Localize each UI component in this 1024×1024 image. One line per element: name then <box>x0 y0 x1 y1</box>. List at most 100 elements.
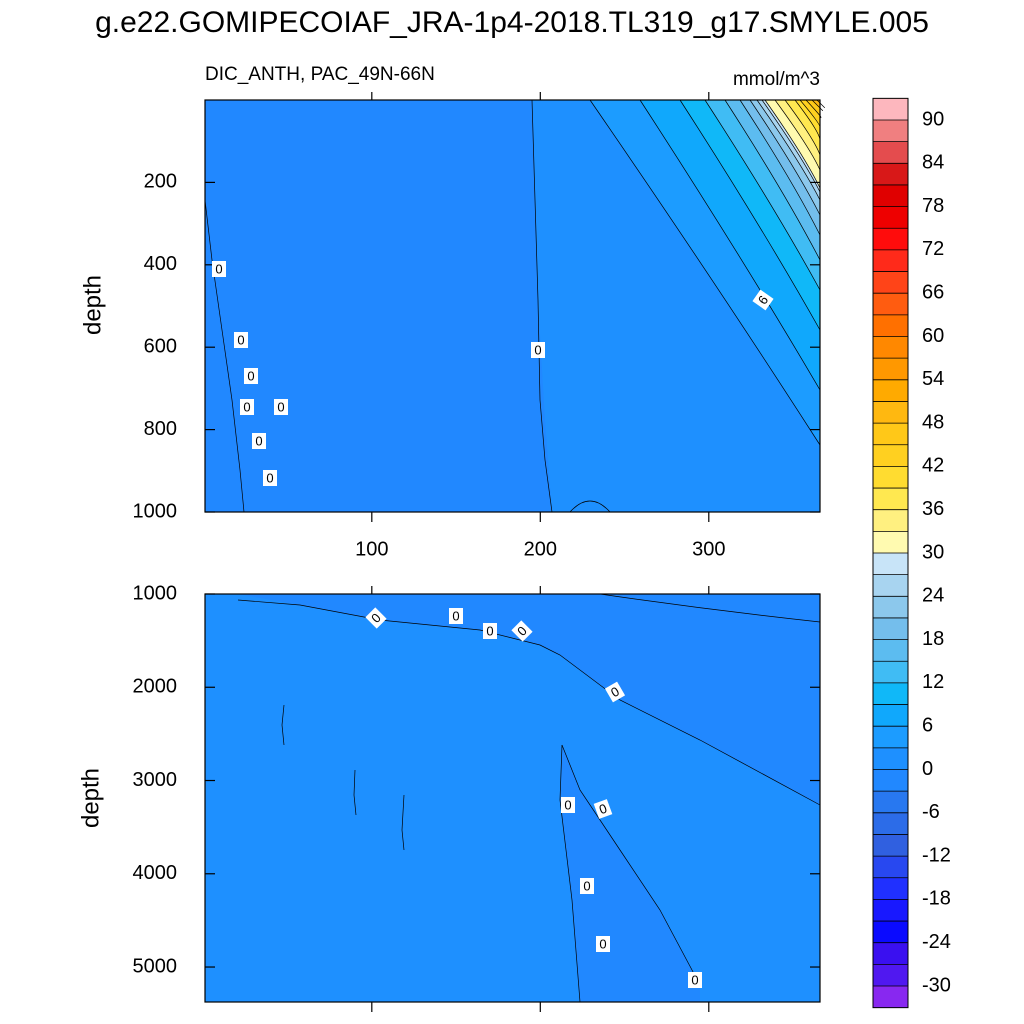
contour-label-text: 0 <box>564 797 571 812</box>
contour-label: 6 <box>752 289 774 311</box>
y-tick-label: 600 <box>144 335 177 357</box>
contour-line <box>704 99 821 291</box>
contour-label-box <box>449 608 463 624</box>
colorbar-label: 6 <box>922 714 933 736</box>
contour-label-text: 0 <box>486 623 493 638</box>
colorbar-box <box>873 726 908 748</box>
contour-label-text: 0 <box>597 801 609 818</box>
colorbar-label: 0 <box>922 758 933 780</box>
colorbar-label: -30 <box>922 974 951 996</box>
contour-line <box>739 99 821 236</box>
contour-label-box <box>596 936 610 952</box>
colorbar-box <box>873 791 908 813</box>
colorbar-label: 78 <box>922 195 944 217</box>
colorbar-label: -24 <box>922 931 951 953</box>
contour-label-box <box>365 607 387 629</box>
contour-label-text: 0 <box>691 972 698 987</box>
contour-label-box <box>531 342 545 358</box>
colorbar-box <box>873 964 908 986</box>
subtitle-left: DIC_ANTH, PAC_49N-66N <box>205 64 435 85</box>
colorbar-box <box>873 141 908 164</box>
colorbar-box <box>873 401 908 424</box>
colorbar-box <box>873 704 908 727</box>
colorbar-label: 66 <box>922 281 944 303</box>
contour-label-box <box>212 261 226 277</box>
colorbar-frame <box>872 97 909 1009</box>
contour-label: 0 <box>449 608 463 624</box>
colorbar-box <box>873 336 908 359</box>
colorbar-box <box>873 314 908 337</box>
plot-panel: 1000 2000 3000 4000 5000 0 0 0 0 0 0 0 0 0 0 <box>133 582 821 1012</box>
contour-label: 0 <box>604 681 626 703</box>
figure-title: g.e22.GOMIPECOIAF_JRA-1p4-2018.TL319_g17… <box>95 6 929 39</box>
colorbar-box <box>873 466 908 489</box>
colorbar-box <box>873 163 908 185</box>
contour-label-box <box>688 972 702 988</box>
colorbar-box <box>873 877 908 900</box>
colorbar-box <box>873 682 908 705</box>
contour-line <box>589 99 821 446</box>
colorbar-box <box>873 488 908 510</box>
colorbar-box <box>873 639 908 662</box>
contour-label-box <box>483 623 497 639</box>
contour-label: 0 <box>263 470 277 486</box>
contour-fill <box>238 594 820 805</box>
contour-label-box <box>511 620 533 642</box>
contour-label-text: 0 <box>599 936 606 951</box>
colorbar-box <box>873 856 908 878</box>
colorbar-box <box>873 98 908 120</box>
contour-line <box>639 99 821 391</box>
plot-frame <box>204 593 821 1003</box>
contour-label-text: 0 <box>215 261 222 276</box>
contour-line <box>569 500 611 513</box>
colorbar-box <box>873 379 908 402</box>
colorbar-box <box>873 293 908 315</box>
contour-label: 0 <box>365 607 387 629</box>
contour-label-text: 0 <box>534 342 541 357</box>
plot-panel: 200 400 600 800 1000 100 200 300 0 0 0 0 0 0 0 0 6 <box>133 92 825 560</box>
contour-label-text: 0 <box>277 399 284 414</box>
colorbar-label: -6 <box>922 801 940 823</box>
y-axis-label: depth <box>77 768 104 828</box>
colorbar-label: 42 <box>922 455 944 477</box>
contour-line <box>784 99 821 156</box>
contour-label: 0 <box>244 368 258 384</box>
colorbar-label: 30 <box>922 541 944 563</box>
contour-label: 0 <box>580 878 594 894</box>
contour-line <box>724 99 821 261</box>
colorbar-box <box>873 249 908 272</box>
colorbar-label: 36 <box>922 498 944 520</box>
colorbar-box <box>873 812 908 835</box>
contour-line <box>816 99 825 108</box>
x-tick-label: 200 <box>524 538 557 560</box>
contour-label-box <box>274 399 288 415</box>
colorbar-label: -18 <box>922 888 951 910</box>
contour-label-box <box>263 470 277 486</box>
y-tick-label: 800 <box>144 418 177 440</box>
colorbar-box <box>873 942 908 965</box>
contour-label: 0 <box>483 623 497 639</box>
contour-label: 0 <box>593 799 613 819</box>
contour-line <box>401 794 405 851</box>
contour-label: 0 <box>531 342 545 358</box>
contour-line <box>599 593 821 623</box>
x-tick-label: 300 <box>692 538 725 560</box>
contour-label-box <box>752 289 774 311</box>
contour-line <box>749 99 821 216</box>
contour-label: 0 <box>511 620 533 642</box>
contour-line <box>561 744 701 986</box>
colorbar-box <box>873 899 908 922</box>
contour-label-text: 0 <box>266 470 273 485</box>
contour-label: 0 <box>274 399 288 415</box>
contour-fill <box>560 745 700 1002</box>
contour-line <box>679 99 821 331</box>
colorbar-box <box>873 596 908 618</box>
contour-label: 0 <box>561 797 575 813</box>
colorbar-label: -12 <box>922 844 951 866</box>
y-tick-label: 4000 <box>133 862 178 884</box>
subtitle-right: mmol/m^3 <box>733 69 820 90</box>
contour-label-text: 0 <box>243 399 250 414</box>
colorbar-box <box>873 531 908 553</box>
contour-label: 0 <box>212 261 226 277</box>
